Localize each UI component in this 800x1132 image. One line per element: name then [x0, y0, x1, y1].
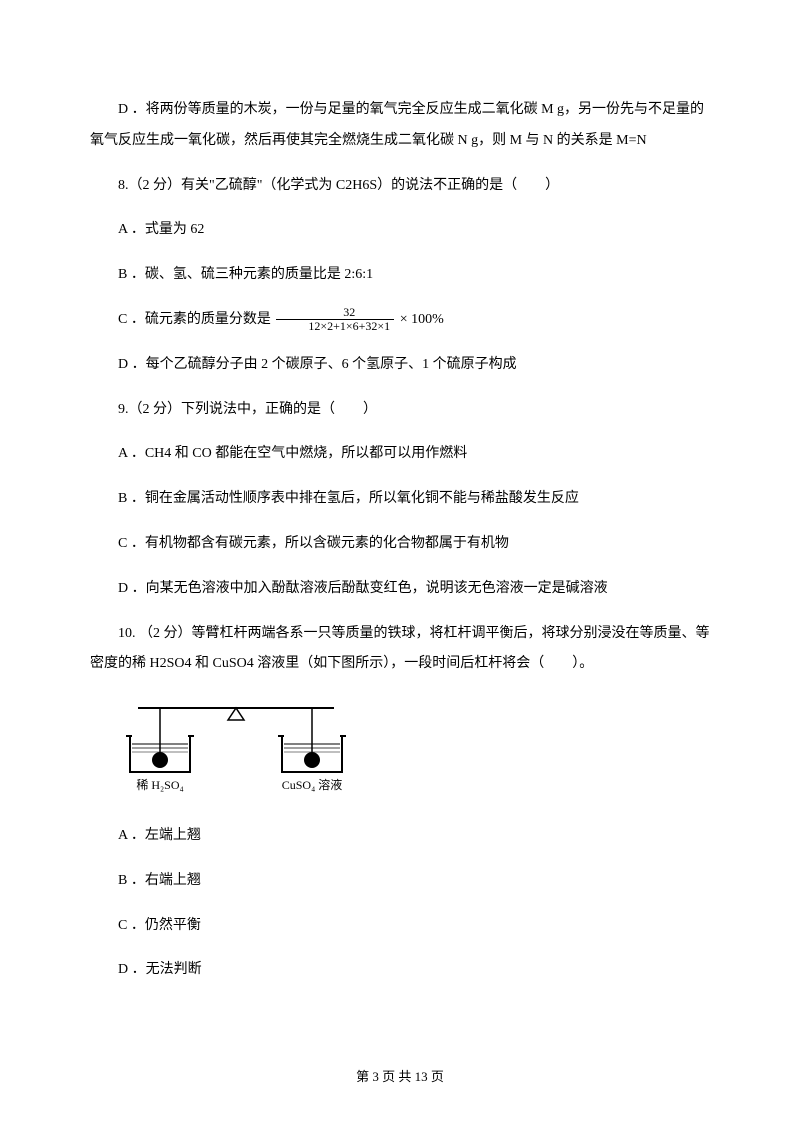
- q9-option-c: C ．有机物都含有碳元素，所以含碳元素的化合物都属于有机物: [90, 529, 710, 560]
- q9-option-b: B ．铜在金属活动性顺序表中排在氢后，所以氧化铜不能与稀盐酸发生反应: [90, 484, 710, 515]
- q10-option-a: A ．左端上翘: [90, 821, 710, 852]
- q8-fraction-den: 12×2+1×6+32×1: [276, 320, 394, 333]
- page-footer: 第 3 页 共 13 页: [0, 1063, 800, 1092]
- q8-option-c: C ．硫元素的质量分数是 3212×2+1×6+32×1 × 100%: [90, 305, 710, 336]
- q10-option-d: D ．无法判断: [90, 955, 710, 986]
- q10-stem: 10. （2 分）等臂杠杆两端各系一只等质量的铁球，将杠杆调平衡后，将球分别浸没…: [90, 619, 710, 681]
- q9-option-a: A ．CH4 和 CO 都能在空气中燃烧，所以都可以用作燃料: [90, 439, 710, 470]
- q9-stem: 9.（2 分）下列说法中，正确的是（ ）: [90, 395, 710, 426]
- lever-beaker-svg: 稀 H₂SO₄ CuSO₄ 溶液: [118, 694, 353, 794]
- q8-option-a: A ．式量为 62: [90, 215, 710, 246]
- q8-stem: 8.（2 分）有关"乙硫醇"（化学式为 C2H6S）的说法不正确的是（ ）: [90, 171, 710, 202]
- q8-optb-prefix: B ．碳、氢、硫三种元素的质量比是: [118, 267, 344, 282]
- q8-optb-ratio: 2:6:1: [344, 267, 373, 282]
- q10-option-c: C ．仍然平衡: [90, 911, 710, 942]
- q8-option-d: D ．每个乙硫醇分子由 2 个碳原子、6 个氢原子、1 个硫原子构成: [90, 350, 710, 381]
- beaker-label-right: CuSO₄ 溶液: [282, 777, 343, 792]
- q10-diagram: 稀 H₂SO₄ CuSO₄ 溶液: [118, 694, 710, 807]
- q8-optc-suffix: × 100%: [396, 312, 444, 327]
- q8-fraction-num: 32: [276, 306, 394, 320]
- q7-option-d: D ．将两份等质量的木炭，一份与足量的氧气完全反应生成二氧化碳 M g，另一份先…: [90, 95, 710, 157]
- q9-option-d: D ．向某无色溶液中加入酚酞溶液后酚酞变红色，说明该无色溶液一定是碱溶液: [90, 574, 710, 605]
- beaker-label-left: 稀 H₂SO₄: [136, 778, 183, 792]
- q8-fraction: 3212×2+1×6+32×1: [276, 306, 394, 333]
- q8-optc-prefix: C ．硫元素的质量分数是: [118, 312, 274, 327]
- q10-option-b: B ．右端上翘: [90, 866, 710, 897]
- q8-option-b: B ．碳、氢、硫三种元素的质量比是 2:6:1: [90, 260, 710, 291]
